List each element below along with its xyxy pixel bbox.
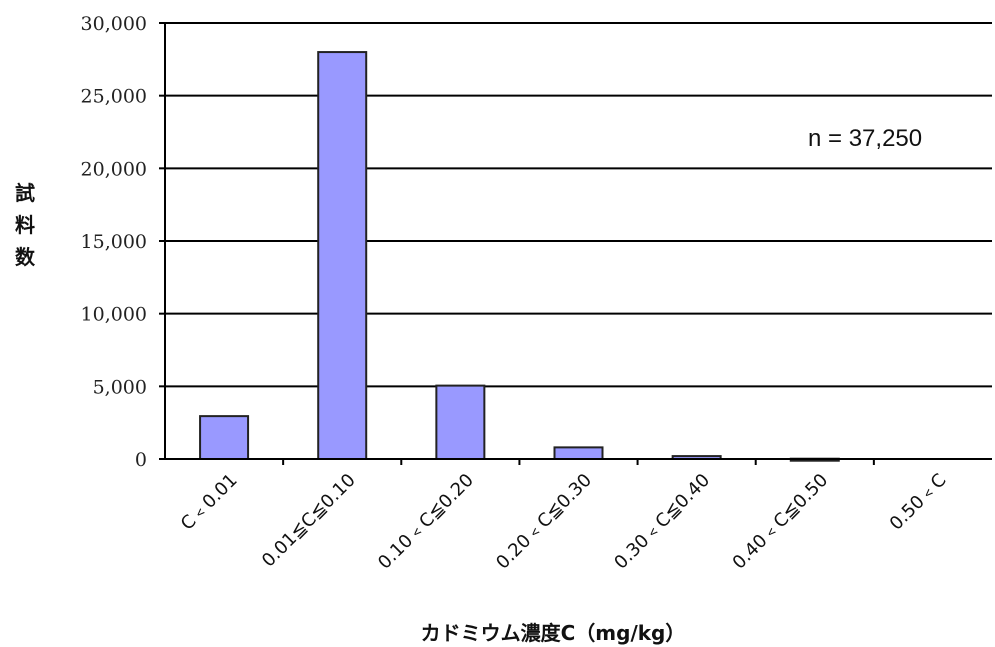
y-axis-title-char: 料 xyxy=(15,213,35,237)
x-tick-label: C﹤0.01 xyxy=(177,470,242,535)
y-tick-label: 15,000 xyxy=(81,231,147,253)
gridlines xyxy=(165,22,992,388)
y-axis-title: 試料数 xyxy=(15,181,36,269)
y-axis-title-char: 試 xyxy=(15,181,35,205)
y-axis-title-char: 数 xyxy=(15,245,36,269)
bar xyxy=(317,51,368,460)
x-tick-label: 0.30﹤C≦0.40 xyxy=(610,470,714,574)
bar xyxy=(435,384,486,460)
y-tick-labels: 0 5,000 10,000 15,000 20,000 25,000 30,000 xyxy=(81,13,147,471)
x-axis-title: カドミウム濃度C（mg/kg） xyxy=(421,621,686,645)
y-tick-label: 30,000 xyxy=(81,13,147,35)
bar xyxy=(553,446,604,460)
y-tick-label: 5,000 xyxy=(93,376,147,398)
axes xyxy=(159,22,992,465)
x-tick-label: 0.40﹤C≦0.50 xyxy=(729,470,833,574)
annotation-sample-count: n = 37,250 xyxy=(808,125,922,152)
x-tick-labels: C﹤0.01 0.01≦C≦0.10 0.10﹤C≦0.20 0.20﹤C≦0.30 0… xyxy=(177,470,951,574)
bar xyxy=(199,415,250,461)
x-tick-label: 0.50﹤C xyxy=(886,470,951,535)
y-tick-label: 10,000 xyxy=(81,304,147,326)
x-tick-label: 0.20﹤C≦0.30 xyxy=(492,470,596,574)
y-tick-label: 0 xyxy=(135,449,147,471)
x-tick-label: 0.01≦C≦0.10 xyxy=(258,470,360,572)
bars xyxy=(199,51,840,462)
y-tick-label: 20,000 xyxy=(81,158,147,180)
x-tick-label: 0.10﹤C≦0.20 xyxy=(374,470,478,574)
y-tick-label: 25,000 xyxy=(81,86,147,108)
